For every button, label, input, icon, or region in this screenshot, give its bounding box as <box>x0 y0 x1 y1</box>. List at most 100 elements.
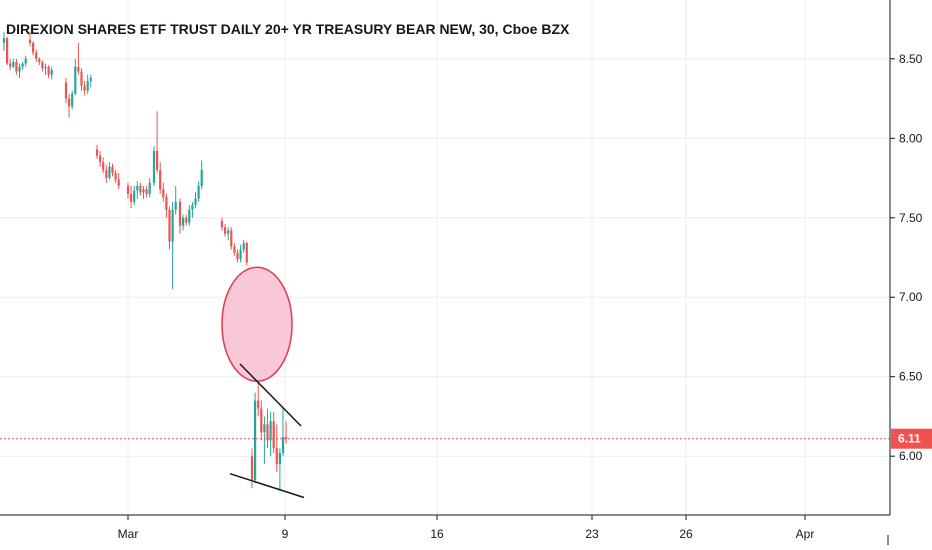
last-price-line: 6.11 <box>0 428 932 449</box>
candle-body <box>136 185 139 191</box>
candle-body <box>2 38 6 43</box>
highlight-ellipse[interactable] <box>221 266 293 383</box>
candle-body <box>197 185 200 199</box>
candle-body <box>224 227 227 234</box>
candle-body <box>38 58 41 62</box>
candle-body <box>15 61 18 72</box>
candle-body <box>21 63 24 67</box>
y-tick-label: 8.50 <box>899 52 923 66</box>
candle-body <box>254 400 257 481</box>
candle-body <box>6 38 9 64</box>
candle-body <box>239 249 242 260</box>
candle-body <box>41 61 44 69</box>
candle-body <box>32 42 35 53</box>
candle-body <box>68 98 71 107</box>
y-tick-label: 8.00 <box>899 131 923 145</box>
x-tick-label: 23 <box>585 527 599 541</box>
candle-body <box>86 81 89 91</box>
candle-body <box>18 66 21 72</box>
candle-body <box>188 209 191 223</box>
y-tick-label: 6.50 <box>899 370 923 384</box>
y-tick-label: 6.00 <box>899 449 923 463</box>
candle-body <box>133 190 136 202</box>
x-tick-label: Apr <box>796 527 815 541</box>
candle-body <box>105 170 108 179</box>
last-price-badge <box>891 428 932 449</box>
candle-body <box>111 166 114 174</box>
candle-body <box>99 155 102 163</box>
price-axis[interactable]: 8.50 8.00 7.50 7.00 6.50 6.00 <box>890 52 923 463</box>
candle-body <box>233 246 236 253</box>
candle-body <box>102 162 105 171</box>
candle-body <box>24 58 27 64</box>
candle-body <box>47 66 50 75</box>
candle-body <box>178 201 182 226</box>
drawing-annotations[interactable] <box>221 266 305 499</box>
x-tick-label: 9 <box>282 527 289 541</box>
candle-body <box>230 230 233 247</box>
candle-body <box>108 166 111 179</box>
candle-body <box>145 189 148 194</box>
candle-body <box>200 170 203 186</box>
y-tick-label: 7.50 <box>899 211 923 225</box>
lower-trendline[interactable] <box>229 472 305 499</box>
y-tick-label: 7.00 <box>899 290 923 304</box>
candle-body <box>236 252 239 260</box>
candle-body <box>156 151 159 171</box>
candle-body <box>95 149 99 156</box>
candle-body <box>35 52 38 59</box>
candle-body <box>227 230 230 234</box>
last-price-label: 6.11 <box>898 432 921 446</box>
candle-body <box>278 453 281 465</box>
candle-body <box>242 243 245 250</box>
x-tick-label: 16 <box>430 527 444 541</box>
candle-body <box>275 448 278 465</box>
candle-body <box>12 61 15 67</box>
candle-body <box>250 456 254 481</box>
candle-body <box>263 424 266 433</box>
candlestick-series <box>2 31 288 492</box>
candle-body <box>171 209 174 242</box>
candle-body <box>126 185 130 194</box>
candle-body <box>139 185 142 193</box>
candle-body <box>89 77 92 82</box>
candle-body <box>165 197 168 210</box>
candle-body <box>285 437 288 439</box>
candle-body <box>117 179 120 186</box>
candle-body <box>148 182 151 194</box>
candle-body <box>174 201 177 210</box>
candle-body <box>272 421 275 449</box>
candle-body <box>245 243 248 263</box>
candle-body <box>266 424 269 441</box>
candle-body <box>9 63 12 67</box>
candle-body <box>152 151 156 183</box>
candle-body <box>64 82 68 99</box>
candle-body <box>114 173 117 180</box>
candle-body <box>50 69 53 75</box>
candle-body <box>28 39 32 43</box>
candle-body <box>269 421 272 441</box>
candle-body <box>80 71 83 86</box>
candle-body <box>83 85 86 91</box>
candle-body <box>168 209 171 242</box>
candle-body <box>194 198 197 206</box>
grid-lines <box>0 0 890 515</box>
candle-body <box>281 437 285 454</box>
candle-body <box>185 217 188 223</box>
chart-title: DIREXION SHARES ETF TRUST DAILY 20+ YR T… <box>6 21 570 37</box>
time-axis[interactable]: Mar 9 16 23 26 Apr <box>118 515 889 545</box>
candle-body <box>142 189 145 193</box>
candle-body <box>130 193 133 202</box>
x-tick-label: 26 <box>679 527 693 541</box>
candle-body <box>191 205 194 210</box>
candle-body <box>77 66 80 72</box>
upper-trendline[interactable] <box>239 363 302 427</box>
candle-body <box>182 217 185 226</box>
candle-body <box>71 93 74 107</box>
candle-body <box>162 189 165 198</box>
candle-body <box>44 66 47 69</box>
candle-body <box>159 170 162 190</box>
candle-body <box>74 66 77 94</box>
